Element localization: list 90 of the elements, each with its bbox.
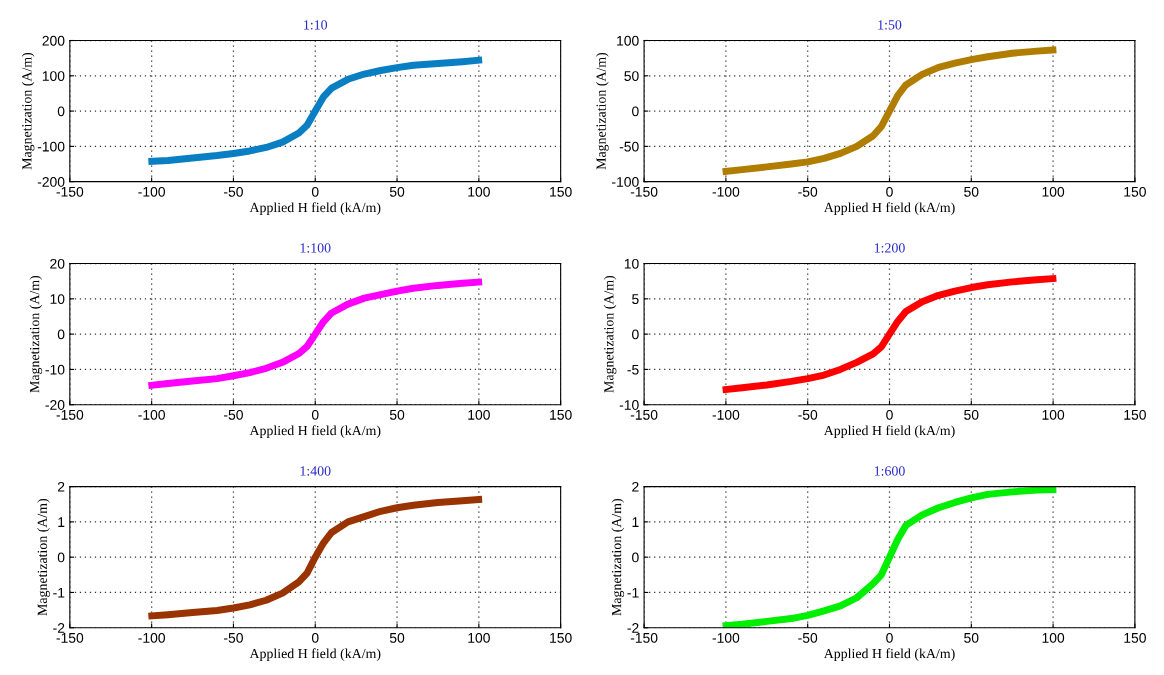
x-tick-label: 0: [311, 409, 319, 420]
x-tick-label: 0: [886, 632, 893, 643]
x-axis-title: Applied H field (kA/m): [823, 425, 955, 439]
y-tick-label: 50: [624, 71, 639, 81]
x-tick-label: -100: [712, 632, 740, 643]
chart-title: 1:50: [878, 20, 902, 30]
x-tick-label: 0: [886, 409, 893, 420]
x-tick-label: -150: [56, 186, 84, 197]
x-tick-label: 100: [468, 186, 490, 197]
y-tick-label: 100: [42, 71, 65, 81]
x-tick-label: -150: [630, 632, 658, 643]
y-tick-label: 10: [624, 258, 639, 269]
y-tick-label: 0: [632, 329, 639, 340]
y-tick-label: 1: [58, 517, 65, 527]
x-tick-label: 100: [468, 409, 490, 420]
x-tick-label: 150: [1124, 409, 1146, 420]
x-axis-title: Applied H field (kA/m): [249, 648, 381, 662]
y-tick-label: 0: [57, 106, 65, 117]
y-tick-label: -100: [37, 141, 65, 152]
x-tick-label: -100: [138, 186, 165, 197]
y-tick-label: 200: [42, 35, 65, 46]
chart-title: 1:100: [300, 243, 331, 253]
x-tick-label: 50: [389, 632, 405, 643]
x-tick-label: -150: [630, 409, 658, 420]
x-tick-label: -150: [630, 186, 658, 197]
chart-title: 1:600: [874, 466, 905, 476]
x-tick-label: 150: [550, 632, 572, 643]
chart-title: 1:400: [300, 466, 331, 476]
y-axis-title: Magnetization (A/m): [29, 275, 43, 393]
x-tick-label: -150: [56, 409, 84, 420]
x-tick-label: 150: [1124, 632, 1146, 643]
x-tick-label: 50: [964, 409, 979, 420]
y-tick-label: 0: [632, 552, 639, 563]
y-axis-title: Magnetization (A/m): [37, 498, 50, 616]
x-tick-label: -100: [138, 409, 165, 420]
x-tick-label: 0: [311, 632, 319, 643]
x-tick-label: 150: [550, 409, 572, 420]
y-tick-label: -2: [627, 623, 639, 633]
x-axis-title: Applied H field (kA/m): [823, 648, 955, 662]
chart-title: 1:10: [304, 20, 328, 30]
x-tick-label: 100: [1042, 409, 1065, 420]
y-axis-title: Magnetization (A/m): [603, 275, 617, 393]
x-tick-label: -100: [138, 632, 165, 643]
x-tick-label: -50: [224, 186, 243, 197]
x-tick-label: -50: [798, 632, 818, 643]
y-tick-label: -100: [612, 177, 639, 187]
y-tick-label: 0: [57, 552, 65, 563]
y-tick-label: -10: [619, 400, 639, 410]
y-tick-label: -2: [53, 623, 65, 633]
y-tick-label: 20: [50, 258, 65, 269]
x-tick-label: 50: [389, 186, 405, 197]
y-tick-label: -20: [45, 400, 65, 410]
x-tick-label: 0: [886, 186, 893, 197]
y-tick-label: -5: [627, 364, 639, 375]
y-tick-label: -50: [619, 141, 639, 152]
y-tick-label: 100: [617, 35, 639, 46]
y-tick-label: 2: [57, 481, 65, 492]
x-axis-title: Applied H field (kA/m): [249, 202, 381, 215]
y-tick-label: 2: [632, 481, 639, 492]
x-tick-label: 150: [1124, 186, 1146, 197]
x-tick-label: 50: [389, 409, 405, 420]
x-tick-label: -50: [224, 409, 243, 420]
y-tick-label: -200: [37, 177, 65, 187]
x-tick-label: 0: [311, 186, 319, 197]
y-tick-label: -10: [45, 364, 65, 375]
x-tick-label: -50: [798, 186, 818, 197]
y-axis-title: Magnetization (A/m): [21, 52, 35, 170]
x-tick-label: 100: [1042, 186, 1065, 197]
x-tick-label: 100: [1042, 632, 1065, 643]
x-tick-label: 100: [468, 632, 490, 643]
x-tick-label: -50: [224, 632, 243, 643]
x-tick-label: 150: [550, 186, 572, 197]
y-tick-label: 1: [632, 517, 639, 527]
y-tick-label: -1: [53, 587, 65, 598]
x-tick-label: -150: [56, 632, 84, 643]
y-tick-label: 0: [632, 106, 639, 117]
y-tick-label: 10: [50, 294, 65, 304]
y-tick-label: 5: [632, 294, 639, 304]
x-axis-title: Applied H field (kA/m): [823, 202, 955, 215]
x-tick-label: 50: [964, 632, 979, 643]
chart-title: 1:200: [874, 243, 905, 253]
x-tick-label: -50: [798, 409, 818, 420]
x-axis-title: Applied H field (kA/m): [249, 425, 381, 439]
y-axis-title: Magnetization (A/m): [596, 52, 609, 170]
y-tick-label: -1: [627, 587, 639, 598]
y-axis-title: Magnetization (A/m): [611, 498, 625, 616]
y-tick-label: 0: [57, 329, 65, 340]
x-tick-label: -100: [712, 186, 740, 197]
x-tick-label: 50: [964, 186, 979, 197]
x-tick-label: -100: [712, 409, 740, 420]
